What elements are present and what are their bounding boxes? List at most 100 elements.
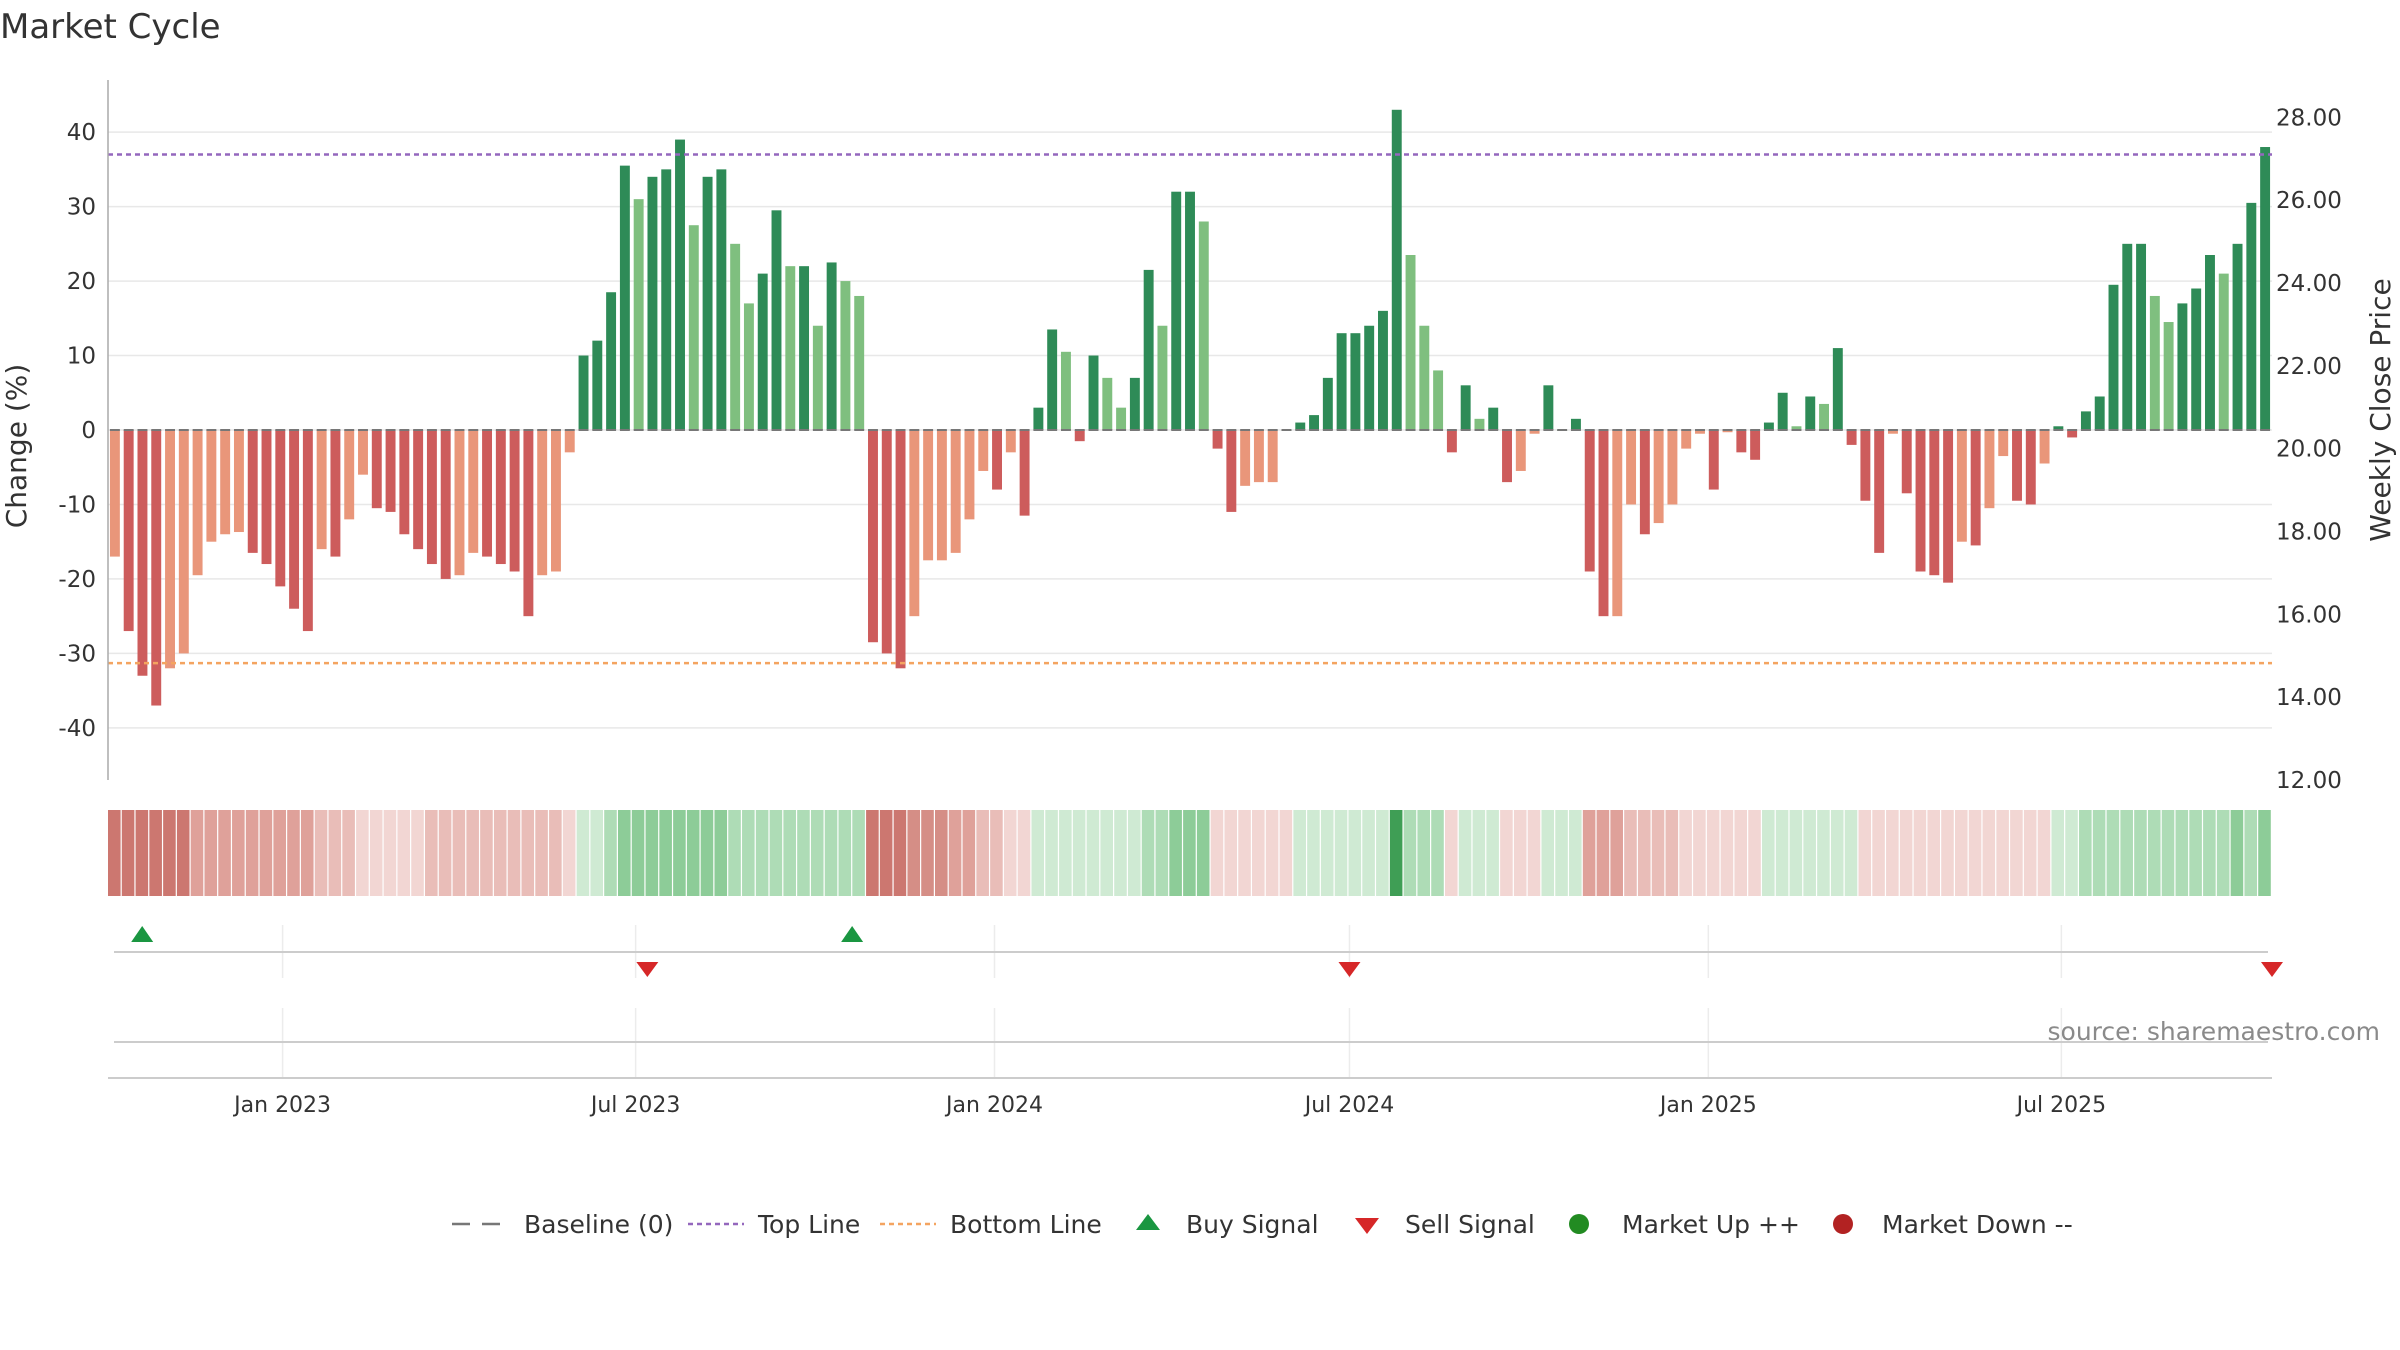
change-bar [1570, 418, 1581, 430]
signal-panel [114, 925, 2283, 1078]
strip-cell [1017, 810, 1031, 896]
strip-cell [893, 810, 907, 896]
strip-cell [1155, 810, 1169, 896]
legend-label: Sell Signal [1405, 1210, 1535, 1239]
left-tick-label: -40 [58, 716, 96, 742]
strip-cell [1141, 810, 1155, 896]
strip-cell [204, 810, 218, 896]
strip-cell [1555, 810, 1568, 896]
strip-cell [273, 810, 286, 896]
strip-cell [1183, 810, 1196, 896]
strip-cell [2023, 810, 2037, 896]
change-bar [923, 430, 934, 561]
strip-cell [1706, 810, 1720, 896]
strip-cell [1748, 810, 1761, 896]
strip-cell [1693, 810, 1706, 896]
change-bar [730, 243, 741, 430]
change-bar [826, 262, 837, 430]
change-bar [1253, 430, 1264, 483]
change-bar [330, 430, 341, 557]
change-bar [854, 295, 865, 430]
left-axis-title: Change (%) [0, 364, 33, 529]
change-bar [978, 430, 989, 471]
strip-cell [480, 810, 493, 896]
change-bar [550, 430, 561, 572]
strip-cell [1334, 810, 1348, 896]
change-bar [675, 139, 685, 430]
strip-cell [108, 810, 121, 896]
strip-cell [1513, 810, 1527, 896]
change-bar [1129, 377, 1140, 430]
change-bar [578, 355, 589, 430]
change-bar [1681, 430, 1692, 449]
left-tick-label: 30 [67, 195, 96, 221]
strip-cell [604, 810, 617, 896]
strip-cell [852, 810, 865, 896]
buy-signal-marker [841, 926, 864, 942]
right-tick-label: 26.00 [2276, 188, 2342, 214]
strip-cell [1362, 810, 1375, 896]
change-bar [1846, 430, 1857, 445]
strip-cell [742, 810, 755, 896]
strip-cell [2175, 810, 2189, 896]
date-tick-label: Jul 2025 [2015, 1093, 2107, 1118]
change-bar [1736, 430, 1747, 453]
right-tick-label: 22.00 [2276, 354, 2342, 380]
strip-cell [149, 810, 162, 896]
change-bar [1240, 430, 1251, 486]
change-bar [2053, 426, 2064, 430]
strip-cell [1417, 810, 1431, 896]
legend-label: Bottom Line [950, 1210, 1102, 1239]
change-bar [192, 430, 203, 576]
change-bar [771, 210, 782, 430]
strip-cell [287, 810, 300, 896]
strip-cell [549, 810, 562, 896]
change-bar [1157, 325, 1168, 430]
change-bar [2108, 284, 2119, 430]
change-bar [123, 430, 134, 632]
strip-cell [1458, 810, 1472, 896]
strip-cell [1127, 810, 1141, 896]
change-bar [482, 430, 493, 557]
change-bar [137, 430, 148, 676]
strip-cell [1941, 810, 1954, 896]
change-bar [1212, 430, 1223, 449]
change-bar [1750, 430, 1761, 460]
change-bar [2205, 255, 2215, 430]
strip-cell [1210, 810, 1224, 896]
strip-cell [1444, 810, 1458, 896]
strip-cell [1307, 810, 1320, 896]
change-bar [688, 225, 699, 430]
change-bar [619, 165, 630, 430]
strip-cell [425, 810, 438, 896]
date-tick-label: Jul 2024 [1303, 1093, 1395, 1118]
strip-cell [2244, 810, 2258, 896]
strip-cell [1472, 810, 1486, 896]
strip-cell [1500, 810, 1513, 896]
change-bar [936, 430, 947, 561]
source-credit: source: sharemaestro.com [2048, 1017, 2381, 1046]
change-bar [2025, 430, 2036, 505]
strip-cell [521, 810, 535, 896]
change-bar [1515, 430, 1526, 471]
change-bar [1446, 430, 1457, 453]
strip-cell [797, 810, 810, 896]
change-bar [1391, 109, 1402, 430]
strip-cell [659, 810, 672, 896]
strip-cell [1114, 810, 1127, 896]
change-bar [1267, 430, 1278, 483]
change-bar [1887, 430, 1898, 434]
strip-cell [342, 810, 355, 896]
change-bar [743, 303, 754, 430]
change-bar [1584, 430, 1595, 572]
strip-cell [838, 810, 852, 896]
strip-cell [1045, 810, 1058, 896]
strip-cell [2230, 810, 2244, 896]
date-tick-label: Jul 2023 [589, 1093, 681, 1118]
date-tick-label: Jan 2023 [232, 1093, 331, 1118]
strip-cell [576, 810, 590, 896]
strip-cell [810, 810, 824, 896]
right-tick-label: 24.00 [2276, 271, 2342, 297]
strip-cell [2189, 810, 2202, 896]
change-bar [909, 430, 920, 617]
